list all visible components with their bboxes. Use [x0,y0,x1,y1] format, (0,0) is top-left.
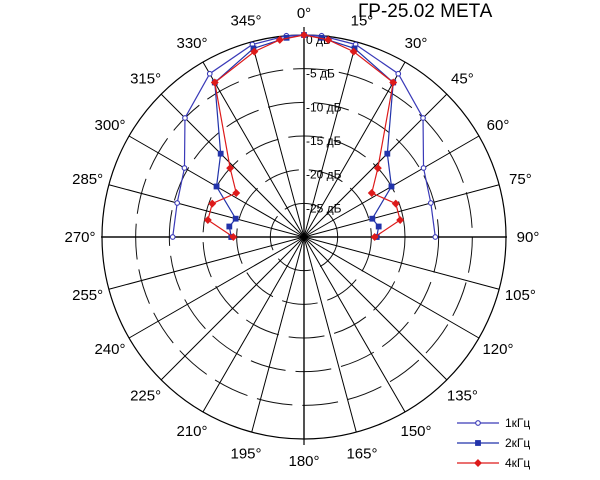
spoke-line [251,41,305,238]
angle-tick-label: 105° [505,287,536,304]
data-point [474,459,482,467]
angle-tick-label: 195° [231,445,262,462]
data-point [213,183,220,190]
angle-tick-label: 345° [231,13,262,30]
data-point [427,200,434,206]
legend: 1кГц 2кГц 4кГц [457,416,530,470]
data-point [181,165,188,171]
data-point [349,47,358,56]
spoke-line [303,236,406,413]
data-point [432,234,439,240]
data-point [182,115,188,121]
spoke-line [303,236,357,433]
data-point [389,78,398,87]
data-point [226,164,235,173]
spoke-line [303,236,500,290]
data-point [208,199,217,208]
angle-tick-label: 300° [94,117,125,134]
angle-tick-label: 330° [176,35,207,52]
angle-tick-label: 240° [94,341,125,358]
data-point [395,70,402,77]
data-point [232,215,239,222]
angle-tick-label: 135° [447,387,478,404]
spoke-line [108,184,305,238]
data-point [475,420,481,426]
chart-title: ГР-25.02 МЕТА [358,1,493,22]
spoke-line [108,236,305,290]
spoke-line [202,61,305,238]
spoke-line [303,93,448,238]
data-point [250,47,259,56]
radial-tick-label: -25 дБ [306,201,342,215]
data-point [388,183,395,190]
angle-tick-label: 15° [351,13,374,30]
data-point [324,35,333,44]
data-point [226,223,233,230]
spoke-line [303,236,480,339]
data-point [203,216,212,225]
data-point [232,189,241,197]
radial-tick-label: -15 дБ [306,134,342,148]
data-point [300,31,308,39]
data-point [229,233,238,241]
angle-tick-label: 30° [405,35,428,52]
data-point [217,150,224,157]
angle-tick-label: 210° [176,423,207,440]
angle-tick-label: 60° [487,117,510,134]
radial-tick-label: -10 дБ [306,100,342,114]
angle-spokes [101,27,507,445]
data-point [391,199,400,208]
spoke-line [160,236,305,381]
angle-tick-label: 180° [288,453,319,470]
angle-tick-label: 150° [400,423,431,440]
spoke-line [251,236,305,433]
data-point [384,150,391,157]
radial-tick-labels: 0 дБ-5 дБ-10 дБ-15 дБ-20 дБ-25 дБ [306,33,342,215]
data-point [369,215,376,222]
spoke-line [303,236,448,381]
angle-tick-label: 285° [72,171,103,188]
data-point [475,440,481,446]
legend-label: 1кГц [505,416,530,430]
radial-tick-label: -5 дБ [306,67,335,81]
data-point [210,78,219,87]
angle-tick-label: 120° [482,341,513,358]
data-point [174,200,181,206]
data-point [375,223,382,230]
angle-tick-label: 315° [130,71,161,88]
data-point [396,216,405,225]
legend-label: 4кГц [505,456,530,470]
data-point [275,35,284,44]
angle-tick-label: 45° [451,71,474,88]
data-point [206,70,213,77]
series-diamond [203,31,405,241]
radial-tick-label: -20 дБ [306,168,342,182]
data-point [420,115,426,121]
data-point [420,165,427,171]
spoke-line [128,236,305,339]
angle-tick-label: 75° [509,171,532,188]
data-point [169,234,176,240]
spoke-line [303,61,406,238]
spoke-line [160,93,305,238]
spoke-line [202,236,305,413]
angle-tick-label: 0° [297,5,311,22]
data-point [373,164,382,173]
legend-label: 2кГц [505,436,530,450]
angle-tick-label: 255° [72,287,103,304]
spoke-line [303,184,500,238]
spoke-line [303,41,357,238]
data-point [367,189,376,197]
angle-tick-label: 165° [346,445,377,462]
angle-tick-label: 270° [64,229,95,246]
data-point [370,233,379,241]
series-layer [169,31,439,241]
angle-tick-label: 90° [517,229,540,246]
angle-tick-label: 225° [130,387,161,404]
angle-tick-labels: 0° 15° 30° 45° 60° 75° 90° 105° 120° 135° 150° 165°… [64,5,539,470]
